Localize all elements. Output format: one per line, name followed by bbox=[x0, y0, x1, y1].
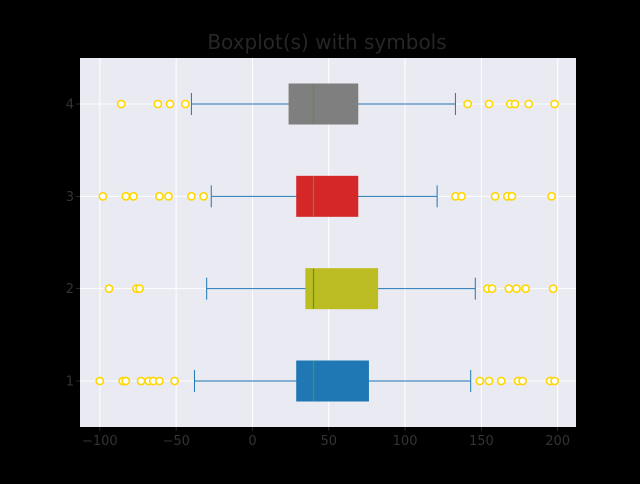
flier-point bbox=[121, 191, 131, 201]
flier-point bbox=[524, 99, 534, 109]
flier-point bbox=[154, 376, 164, 386]
flier-point bbox=[153, 99, 163, 109]
x-tick-label: 50 bbox=[320, 434, 337, 449]
box-iqr bbox=[296, 360, 369, 402]
flier-point bbox=[136, 376, 146, 386]
flier-point bbox=[518, 376, 527, 386]
flier-point bbox=[496, 376, 506, 386]
box-group-3 bbox=[98, 175, 556, 217]
x-axis-ticks: −100 −50 0 50 100 150 200 bbox=[82, 427, 570, 449]
box-group-1 bbox=[95, 360, 560, 402]
boxes bbox=[95, 83, 560, 402]
flier-point bbox=[512, 284, 521, 294]
flier-point bbox=[463, 99, 473, 109]
flier-point bbox=[484, 99, 494, 109]
y-tick-label: 4 bbox=[66, 98, 74, 113]
flier-point bbox=[504, 284, 514, 294]
y-axis-ticks: 1 2 3 4 bbox=[66, 98, 80, 390]
flier-point bbox=[104, 284, 114, 294]
flier-point bbox=[135, 284, 144, 294]
box-iqr bbox=[296, 175, 359, 217]
flier-point bbox=[98, 191, 108, 201]
y-tick-label: 3 bbox=[66, 190, 74, 205]
flier-point bbox=[129, 191, 138, 201]
box-group-2 bbox=[104, 268, 558, 310]
flier-point bbox=[484, 376, 494, 386]
flier-point bbox=[490, 191, 500, 201]
x-tick-label: −100 bbox=[82, 434, 118, 449]
chart-title: Boxplot(s) with symbols bbox=[207, 30, 446, 54]
flier-point bbox=[199, 191, 209, 201]
x-tick-label: 150 bbox=[469, 434, 494, 449]
x-tick-label: 0 bbox=[248, 434, 256, 449]
flier-point bbox=[487, 284, 497, 294]
box-iqr bbox=[305, 268, 379, 310]
flier-point bbox=[547, 191, 556, 201]
flier-point bbox=[457, 191, 466, 201]
flier-point bbox=[180, 99, 190, 109]
flier-point bbox=[170, 376, 180, 386]
box-iqr bbox=[288, 83, 359, 125]
flier-point bbox=[164, 191, 173, 201]
flier-point bbox=[154, 191, 164, 201]
flier-point bbox=[121, 376, 131, 386]
box-group-4 bbox=[116, 83, 560, 125]
flier-point bbox=[95, 376, 105, 386]
x-tick-label: 100 bbox=[393, 434, 418, 449]
flier-point bbox=[507, 191, 517, 201]
y-tick-label: 1 bbox=[66, 375, 74, 390]
flier-point bbox=[510, 99, 520, 109]
y-tick-label: 2 bbox=[66, 282, 74, 297]
flier-point bbox=[116, 99, 126, 109]
flier-point bbox=[548, 284, 558, 294]
x-tick-label: 200 bbox=[545, 434, 570, 449]
flier-point bbox=[550, 376, 560, 386]
flier-point bbox=[475, 376, 485, 386]
flier-point bbox=[187, 191, 196, 201]
flier-point bbox=[550, 99, 560, 109]
flier-point bbox=[165, 99, 175, 109]
flier-point bbox=[521, 284, 531, 294]
x-tick-label: −50 bbox=[162, 434, 189, 449]
